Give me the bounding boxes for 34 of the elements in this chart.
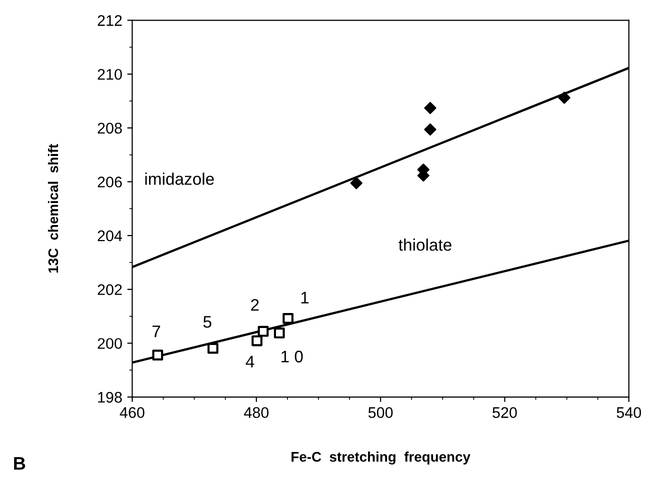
annotation: 1 [301, 292, 309, 304]
point [274, 328, 285, 338]
x-tick-label: 540 [616, 407, 642, 418]
point [258, 326, 269, 337]
x-tick-label: 480 [244, 407, 269, 418]
point [558, 92, 570, 104]
y-tick-label: 202 [98, 284, 122, 296]
annotation: 4 [246, 356, 254, 368]
y-tick-label: 206 [98, 176, 122, 188]
point [207, 342, 218, 354]
point [282, 313, 294, 324]
x-axis-title: Fe-C stretching frequency [292, 452, 470, 465]
point [350, 177, 362, 190]
y-tick-label: 198 [98, 392, 122, 403]
annotation: 2 [251, 299, 259, 311]
y-tick-label: 210 [98, 68, 122, 80]
point [424, 123, 436, 136]
point [252, 335, 262, 346]
y-tick-label: 208 [98, 122, 122, 134]
text: B [14, 457, 26, 470]
y-tick-label: 204 [98, 230, 122, 242]
y-tick-label: 200 [98, 338, 122, 349]
annotation: thiolate [398, 238, 452, 251]
point [424, 102, 436, 114]
x-tick-label: 520 [492, 407, 517, 418]
y-axis-title: 13C chemical shift [48, 144, 58, 273]
annotation: 7 [152, 326, 160, 338]
annotation: 1 0 [282, 350, 303, 362]
x-tick-label: 500 [368, 407, 393, 418]
annotation: 5 [203, 316, 212, 328]
annotation: imidazole [145, 172, 214, 185]
y-tick-label: 212 [98, 15, 122, 26]
x-tick-label: 460 [120, 407, 144, 418]
point [152, 350, 164, 360]
